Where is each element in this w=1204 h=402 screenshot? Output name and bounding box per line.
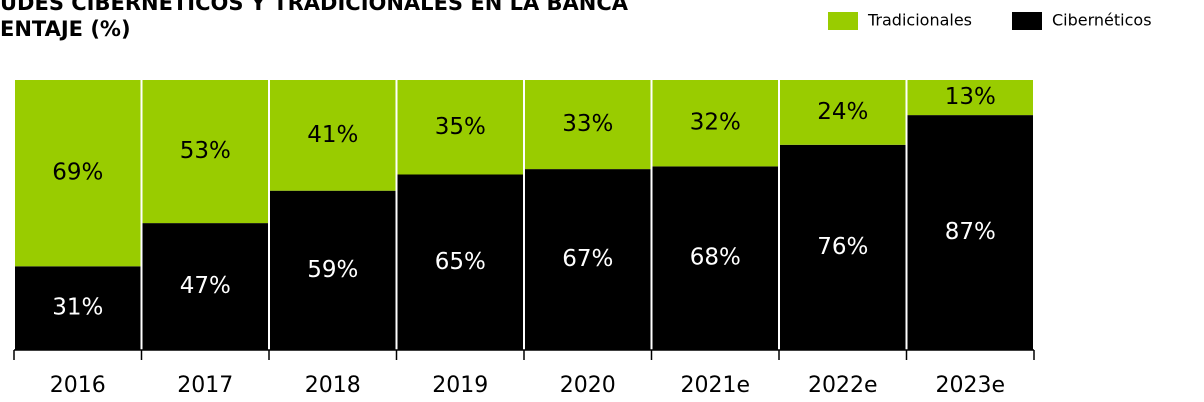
legend-swatch <box>828 12 858 30</box>
value-label: 13% <box>945 84 996 110</box>
value-label: 35% <box>435 114 486 140</box>
chart-title: UDES CIBERNÉTICOS Y TRADICIONALES EN LA … <box>0 0 629 15</box>
bar-segment <box>907 80 1033 116</box>
value-label: 47% <box>180 273 231 299</box>
value-label: 87% <box>945 219 996 245</box>
x-tick-label: 2022e <box>808 373 878 398</box>
x-tick-label: 2020 <box>560 373 616 398</box>
legend-label: Tradicionales <box>867 11 972 30</box>
legend-label: Cibernéticos <box>1052 11 1152 30</box>
bar-segment <box>15 80 141 267</box>
bar-segment <box>907 115 1033 350</box>
bar-segment <box>142 223 268 350</box>
bar-segment <box>525 80 651 170</box>
bar-segment <box>525 169 651 350</box>
value-label: 59% <box>307 257 358 283</box>
bar-segment <box>397 80 523 175</box>
x-tick-label: 2018 <box>305 373 361 398</box>
value-label: 31% <box>52 295 103 321</box>
value-label: 69% <box>52 160 103 186</box>
bar-segment <box>270 80 396 191</box>
x-tick-label: 2017 <box>177 373 233 398</box>
bar-segment <box>270 190 396 350</box>
bar-segment <box>142 80 268 224</box>
value-label: 65% <box>435 249 486 275</box>
bar-segment <box>652 166 778 350</box>
x-tick-label: 2021e <box>680 373 750 398</box>
bar-segment <box>15 266 141 350</box>
bar-segment <box>397 174 523 350</box>
bar-segment <box>780 144 906 350</box>
value-label: 41% <box>307 122 358 148</box>
value-label: 32% <box>690 110 741 136</box>
value-label: 67% <box>562 246 613 272</box>
bar-segment <box>780 80 906 145</box>
legend-swatch <box>1012 12 1042 30</box>
x-tick-label: 2019 <box>432 373 488 398</box>
x-tick-label: 2023e <box>935 373 1005 398</box>
value-label: 68% <box>690 245 741 271</box>
bar-segment <box>652 80 778 167</box>
value-label: 53% <box>180 138 231 164</box>
chart-subtitle: ENTAJE (%) <box>0 17 131 41</box>
value-label: 24% <box>817 99 868 125</box>
x-tick-label: 2016 <box>50 373 106 398</box>
value-label: 33% <box>562 111 613 137</box>
value-label: 76% <box>817 234 868 260</box>
